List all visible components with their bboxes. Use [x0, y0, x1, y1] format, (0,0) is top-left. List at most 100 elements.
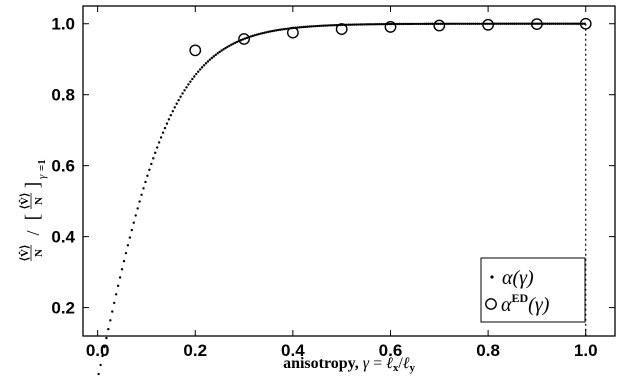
- curve-point: [282, 27, 286, 31]
- curve-point: [144, 180, 147, 184]
- curve-point: [208, 58, 212, 61]
- curve-point: [454, 22, 458, 25]
- curve-point: [548, 22, 551, 25]
- curve-point: [407, 22, 411, 26]
- curve-point: [526, 22, 530, 25]
- curve-point: [263, 31, 266, 34]
- curve-point: [304, 25, 307, 29]
- curve-point: [126, 244, 130, 247]
- curve-point: [189, 80, 192, 83]
- curve-point: [423, 22, 426, 26]
- curve-point: [134, 214, 137, 217]
- curve-point: [118, 276, 122, 279]
- curve-point: [370, 23, 374, 26]
- curve-point: [321, 24, 325, 27]
- curve-point: [148, 168, 151, 171]
- curve-point: [409, 22, 413, 26]
- curve-point: [478, 22, 481, 25]
- y-tick-labels: 0.2 0.4 0.6 0.8 1.0: [51, 15, 75, 318]
- y-tick-label: 0.2: [51, 299, 75, 318]
- curve-point: [567, 22, 571, 25]
- curve-point: [470, 22, 473, 25]
- curve-point: [517, 22, 520, 25]
- curve-point: [556, 22, 559, 25]
- curve-point: [474, 22, 477, 25]
- curve-point: [265, 31, 268, 34]
- curve-point: [425, 22, 428, 26]
- curve-point: [273, 29, 276, 32]
- curve-point: [210, 56, 214, 60]
- curve-point: [378, 22, 381, 26]
- curve-point: [401, 22, 405, 26]
- curve-point: [136, 207, 139, 210]
- curve-point: [284, 27, 288, 31]
- curve-point: [380, 22, 383, 26]
- curve-point: [259, 32, 262, 35]
- curve-point: [267, 30, 270, 34]
- curve-point: [476, 22, 479, 25]
- curve-point: [452, 22, 456, 26]
- svg-text:⟨V̂⟩: ⟨V̂⟩: [18, 245, 31, 262]
- curve-point: [403, 22, 407, 26]
- curve-point: [507, 22, 510, 25]
- curve-point: [331, 24, 335, 27]
- curve-point: [528, 22, 532, 25]
- ed-point: [384, 21, 397, 33]
- curve-point: [277, 28, 280, 32]
- curve-point: [577, 22, 581, 25]
- curve-point: [374, 23, 378, 26]
- curve-point: [446, 22, 450, 26]
- curve-point: [398, 22, 401, 26]
- y-tick-label: 0.6: [51, 157, 75, 176]
- curve-point: [421, 22, 424, 26]
- curve-point: [101, 354, 104, 358]
- curve-point: [128, 236, 132, 239]
- curve-point: [400, 22, 403, 26]
- curve-point: [198, 68, 202, 71]
- curve-point: [204, 62, 208, 65]
- curve-point: [278, 28, 282, 31]
- curve-point: [212, 55, 215, 58]
- curve-point: [114, 293, 118, 296]
- curve-point: [347, 23, 350, 26]
- curve-point: [325, 24, 329, 27]
- curve-point: [173, 106, 176, 109]
- curve-point: [390, 22, 393, 26]
- curve-point: [483, 22, 487, 25]
- curve-point: [501, 22, 504, 25]
- curve-point: [558, 22, 561, 25]
- curve-point: [523, 22, 526, 25]
- curve-point: [177, 98, 180, 102]
- svg-text:/: /: [23, 230, 43, 235]
- ed-point: [189, 44, 202, 57]
- legend-marker-circle: [485, 298, 497, 310]
- curve-point: [146, 174, 149, 177]
- axis-ticks: [83, 6, 615, 336]
- ed-point: [238, 33, 250, 45]
- x-axis-label: anisotropy, γ = ℓx/ℓy: [283, 355, 415, 374]
- curve-point: [230, 43, 233, 46]
- curve-point: [509, 22, 512, 25]
- curve-point: [364, 23, 368, 26]
- curve-point: [159, 136, 163, 139]
- curve-point: [191, 77, 194, 81]
- x-tick-label: 0.4: [281, 341, 305, 360]
- curve-point: [565, 22, 569, 25]
- curve-point: [169, 114, 173, 117]
- curve-point: [575, 22, 579, 25]
- curve-point: [439, 22, 442, 26]
- curve-point: [532, 22, 536, 25]
- curve-point: [312, 25, 315, 28]
- curve-point: [124, 251, 128, 255]
- curve-point: [571, 22, 575, 25]
- curve-point: [122, 259, 126, 263]
- curve-point: [427, 22, 430, 26]
- curve-point: [441, 22, 444, 26]
- curve-point: [376, 23, 379, 26]
- curve-point: [450, 22, 454, 26]
- curve-point: [351, 23, 354, 26]
- curve-point: [362, 23, 366, 26]
- x-tick-label: 0.0: [86, 341, 110, 360]
- curve-point: [214, 53, 217, 57]
- x-tick-label: 0.2: [183, 341, 207, 360]
